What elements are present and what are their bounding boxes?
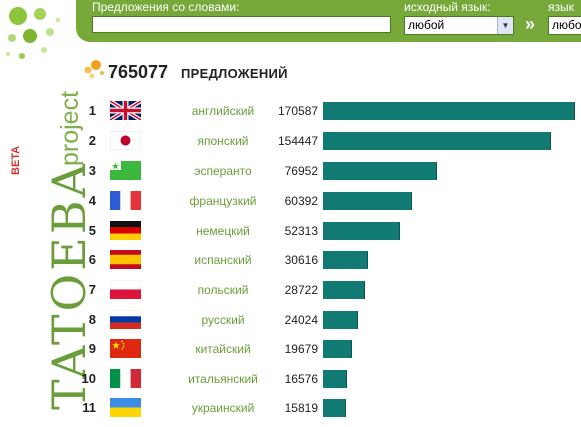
language-row: 8 русский 24024 — [80, 306, 581, 334]
count-bar — [323, 370, 347, 388]
russia-flag-icon — [110, 310, 141, 329]
japan-flag-icon — [110, 131, 141, 150]
rank-number: 2 — [88, 133, 96, 148]
language-row: 6 испанский 30616 — [80, 246, 581, 274]
language-name-link[interactable]: польский — [197, 283, 249, 297]
count-bar — [323, 192, 412, 210]
sentence-count: 170587 — [278, 104, 319, 118]
stats-dots-icon — [84, 60, 104, 79]
sentence-count: 154447 — [278, 134, 319, 148]
language-name-link[interactable]: немецкий — [196, 224, 250, 238]
rank-number: 9 — [88, 341, 96, 356]
language-row: 3 эсперанто 76952 — [80, 157, 581, 185]
sentence-count: 28722 — [284, 283, 318, 297]
language-row: 4 французкий 60392 — [80, 187, 581, 215]
count-bar — [323, 132, 551, 150]
count-bar — [323, 311, 358, 329]
language-name-link[interactable]: итальянский — [188, 372, 258, 386]
esperanto-flag-icon — [110, 161, 141, 180]
language-name-link[interactable]: русский — [201, 313, 245, 327]
sentence-count: 16576 — [284, 372, 318, 386]
language-row: 2 японский 154447 — [80, 127, 581, 155]
search-input[interactable] — [92, 16, 391, 33]
target-language-label: язык — [548, 0, 574, 14]
count-bar — [323, 102, 575, 120]
language-name-link[interactable]: эсперанто — [194, 164, 252, 178]
poland-flag-icon — [110, 280, 141, 299]
germany-flag-icon — [110, 221, 141, 240]
language-row: 10 итальянский 16576 — [80, 365, 581, 393]
rank-number: 1 — [88, 103, 96, 118]
swap-languages-icon[interactable]: » — [525, 14, 536, 34]
language-name-link[interactable]: китайский — [195, 342, 251, 356]
count-bar — [323, 281, 365, 299]
rank-number: 5 — [88, 223, 96, 238]
rank-number: 6 — [88, 252, 96, 267]
sentence-count: 15819 — [284, 401, 318, 415]
sentence-count: 76952 — [284, 164, 318, 178]
ukraine-flag-icon — [110, 398, 141, 417]
spain-flag-icon — [110, 250, 141, 269]
language-row: 7 польский 28722 — [80, 276, 581, 304]
sentence-count: 19679 — [284, 342, 318, 356]
count-bar — [323, 399, 346, 417]
count-bar — [323, 222, 400, 240]
italy-flag-icon — [110, 369, 141, 388]
search-bar: Предложения со словами: исходный язык: л… — [76, 0, 581, 42]
language-row: 11 украинский 15819 — [80, 394, 581, 422]
france-flag-icon — [110, 191, 141, 210]
rank-number: 4 — [88, 193, 96, 208]
target-language-select[interactable]: любо — [548, 16, 581, 35]
sentence-count: 52313 — [284, 224, 318, 238]
sentence-count: 30616 — [284, 253, 318, 267]
beta-label: BETA — [10, 145, 22, 175]
language-row: 9 китайский 19679 — [80, 335, 581, 363]
search-label: Предложения со словами: — [92, 0, 240, 14]
language-name-link[interactable]: английский — [191, 104, 255, 118]
language-row: 1 английский 170587 — [80, 97, 581, 125]
rank-number: 8 — [88, 312, 96, 327]
china-flag-icon — [110, 339, 141, 358]
chevron-down-icon: ▼ — [497, 17, 513, 34]
sentence-count: 60392 — [284, 194, 318, 208]
source-language-label: исходный язык: — [404, 0, 491, 14]
source-language-value: любой — [408, 18, 445, 32]
sentence-count: 24024 — [284, 313, 318, 327]
language-name-link[interactable]: испанский — [194, 253, 252, 267]
count-bar — [323, 162, 437, 180]
rank-number: 7 — [88, 282, 96, 297]
total-sentences-label: ПРЕДЛОЖЕНИЙ — [181, 66, 288, 81]
source-language-select[interactable]: любой ▼ — [404, 16, 514, 35]
total-sentences-count: 765077 — [108, 62, 169, 82]
language-name-link[interactable]: японский — [197, 134, 249, 148]
logo-dots-icon — [6, 7, 61, 59]
uk-flag-icon — [110, 101, 141, 120]
count-bar — [323, 251, 368, 269]
rank-number: 3 — [88, 163, 96, 178]
target-language-value: любо — [552, 18, 581, 32]
language-name-link[interactable]: французкий — [189, 194, 257, 208]
rank-number: 10 — [81, 371, 96, 386]
language-name-link[interactable]: украинский — [191, 401, 255, 415]
rank-number: 11 — [82, 400, 96, 415]
language-row: 5 немецкий 52313 — [80, 217, 581, 245]
count-bar — [323, 340, 352, 358]
